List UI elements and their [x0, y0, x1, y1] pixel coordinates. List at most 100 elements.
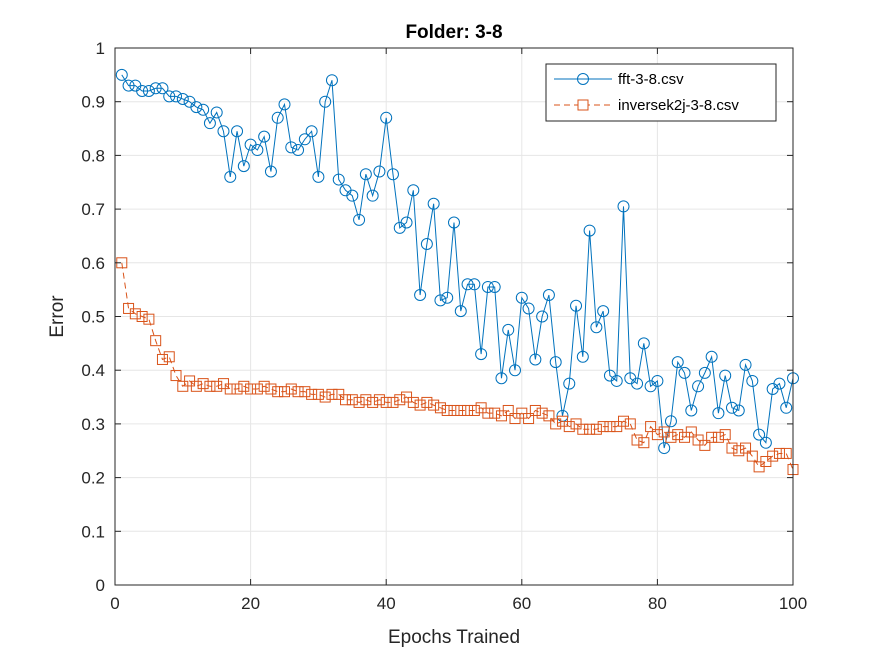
data-point — [637, 337, 650, 350]
data-point — [428, 399, 440, 411]
data-point — [245, 383, 257, 395]
data-point — [150, 335, 162, 347]
y-tick-label: 0.9 — [81, 93, 105, 112]
data-point — [529, 404, 541, 416]
data-point — [495, 372, 508, 385]
data-point — [292, 144, 305, 157]
data-point — [298, 133, 311, 146]
data-point — [143, 313, 155, 325]
x-tick-label: 0 — [110, 594, 119, 613]
data-point — [468, 278, 481, 291]
legend: fft-3-8.csv inversek2j-3-8.csv — [545, 63, 777, 122]
data-point — [258, 130, 271, 143]
data-point — [210, 106, 223, 119]
data-point — [719, 429, 731, 441]
data-point — [204, 380, 216, 392]
data-point — [692, 380, 705, 393]
data-point — [414, 399, 426, 411]
data-point — [671, 356, 684, 369]
data-point — [454, 305, 467, 318]
data-point — [237, 160, 250, 173]
data-point — [733, 445, 745, 457]
data-point — [203, 117, 216, 130]
data-point — [353, 213, 366, 226]
data-point — [190, 101, 203, 114]
x-tick-label: 80 — [648, 594, 667, 613]
data-point — [265, 383, 277, 395]
data-point — [386, 168, 399, 181]
data-point — [522, 302, 535, 315]
data-point — [312, 388, 324, 400]
data-point — [238, 380, 250, 392]
data-point — [732, 404, 745, 417]
data-point — [550, 418, 562, 430]
legend-marker — [577, 99, 589, 111]
data-point — [231, 125, 244, 138]
data-point — [719, 369, 732, 382]
data-point — [651, 429, 663, 441]
data-point — [434, 402, 446, 414]
y-tick-label: 0.6 — [81, 254, 105, 273]
data-point — [597, 305, 610, 318]
data-point — [319, 95, 332, 108]
data-point — [618, 415, 629, 427]
data-point — [129, 308, 141, 320]
data-point — [420, 238, 433, 251]
data-point — [251, 144, 264, 157]
data-point — [543, 410, 555, 422]
data-point — [163, 90, 176, 103]
y-tick-label: 0.2 — [81, 469, 105, 488]
data-point — [658, 442, 671, 455]
y-tick-label: 0.7 — [81, 200, 105, 219]
data-point — [170, 90, 183, 103]
legend-marker — [577, 73, 589, 85]
data-point — [380, 396, 392, 408]
data-point — [685, 404, 698, 417]
data-point — [421, 396, 433, 408]
data-point — [577, 423, 589, 435]
x-axis-label: Epochs Trained — [388, 627, 520, 648]
x-tick-label: 40 — [377, 594, 396, 613]
y-tick-label: 0.5 — [81, 308, 105, 327]
data-point — [197, 103, 210, 116]
data-point — [224, 170, 237, 183]
data-point — [488, 280, 501, 293]
data-point — [678, 366, 691, 379]
data-point — [664, 415, 677, 428]
y-tick-label: 0.1 — [81, 522, 105, 541]
data-point — [448, 404, 460, 416]
data-point — [387, 396, 399, 408]
data-point — [441, 291, 454, 304]
series-1 — [115, 68, 799, 455]
data-point — [672, 429, 684, 441]
data-point — [631, 434, 643, 446]
data-point — [645, 421, 657, 433]
data-point — [373, 394, 385, 406]
data-point — [590, 423, 602, 435]
data-point — [698, 366, 711, 379]
data-point — [746, 450, 758, 462]
data-point — [367, 396, 379, 408]
data-point — [461, 278, 474, 291]
data-point — [759, 436, 772, 449]
data-point — [468, 404, 480, 416]
data-point — [156, 82, 169, 95]
data-point — [353, 396, 365, 408]
data-point — [536, 310, 549, 323]
data-point — [176, 93, 189, 106]
data-point — [576, 350, 589, 363]
data-point — [441, 404, 453, 416]
data-point — [156, 353, 168, 365]
y-tick-label: 0.8 — [81, 146, 105, 165]
data-point — [651, 374, 664, 387]
data-point — [455, 404, 467, 416]
data-point — [285, 383, 297, 395]
data-point — [740, 442, 752, 454]
data-point — [292, 386, 304, 398]
data-point — [136, 84, 149, 97]
data-point — [190, 380, 202, 392]
data-point — [394, 394, 406, 406]
data-point — [414, 289, 427, 302]
data-point — [617, 200, 630, 213]
data-point — [502, 323, 515, 336]
